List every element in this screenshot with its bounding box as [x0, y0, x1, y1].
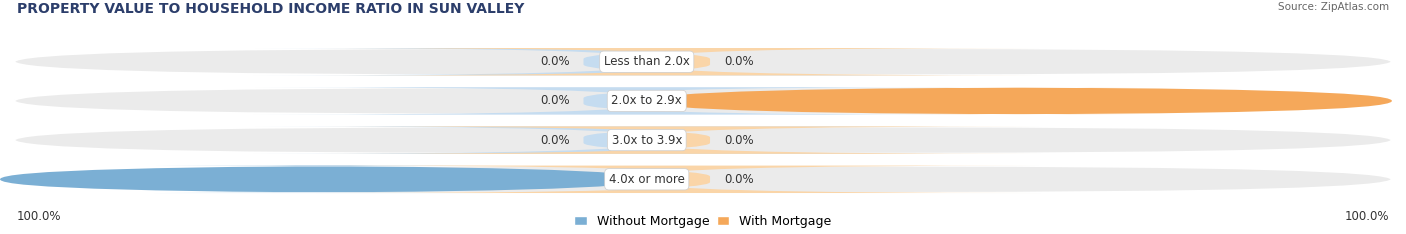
FancyBboxPatch shape: [253, 126, 977, 154]
Text: 0.0%: 0.0%: [724, 173, 754, 186]
Text: 0.0%: 0.0%: [540, 94, 569, 107]
Text: PROPERTY VALUE TO HOUSEHOLD INCOME RATIO IN SUN VALLEY: PROPERTY VALUE TO HOUSEHOLD INCOME RATIO…: [17, 2, 524, 16]
Legend: Without Mortgage, With Mortgage: Without Mortgage, With Mortgage: [574, 215, 832, 228]
FancyBboxPatch shape: [0, 166, 647, 193]
FancyBboxPatch shape: [14, 166, 1392, 193]
Text: Less than 2.0x: Less than 2.0x: [603, 55, 690, 68]
FancyBboxPatch shape: [647, 87, 1392, 115]
FancyBboxPatch shape: [253, 48, 977, 75]
Text: Source: ZipAtlas.com: Source: ZipAtlas.com: [1278, 2, 1389, 12]
FancyBboxPatch shape: [316, 126, 1040, 154]
Text: 100.0%: 100.0%: [17, 210, 62, 223]
Text: 2.0x to 2.9x: 2.0x to 2.9x: [612, 94, 682, 107]
Text: 100.0%: 100.0%: [1344, 210, 1389, 223]
FancyBboxPatch shape: [316, 166, 1040, 193]
Text: 0.0%: 0.0%: [724, 55, 754, 68]
Text: 4.0x or more: 4.0x or more: [609, 173, 685, 186]
Text: 3.0x to 3.9x: 3.0x to 3.9x: [612, 134, 682, 147]
FancyBboxPatch shape: [14, 126, 1392, 154]
FancyBboxPatch shape: [253, 87, 977, 115]
FancyBboxPatch shape: [14, 48, 1392, 75]
Text: 0.0%: 0.0%: [724, 134, 754, 147]
FancyBboxPatch shape: [14, 87, 1392, 115]
Text: 0.0%: 0.0%: [540, 134, 569, 147]
Text: 0.0%: 0.0%: [540, 55, 569, 68]
FancyBboxPatch shape: [316, 48, 1040, 75]
